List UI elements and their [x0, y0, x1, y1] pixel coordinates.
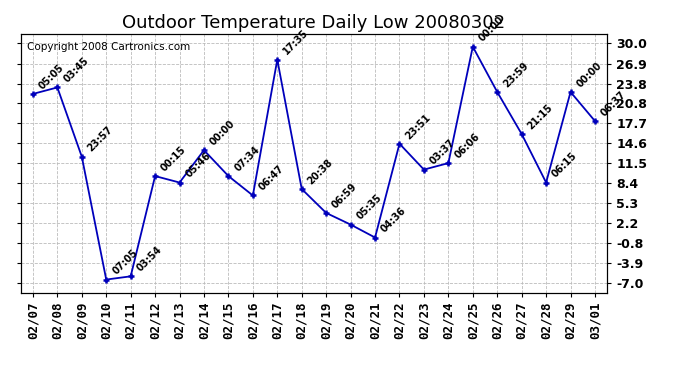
Text: 17:35: 17:35 [282, 28, 310, 57]
Text: 05:35: 05:35 [355, 193, 384, 222]
Text: 03:54: 03:54 [135, 244, 164, 273]
Text: 23:57: 23:57 [86, 125, 115, 154]
Text: 03:37: 03:37 [428, 138, 457, 167]
Text: 03:45: 03:45 [61, 56, 90, 85]
Text: 06:37: 06:37 [599, 89, 628, 118]
Text: 06:47: 06:47 [257, 164, 286, 193]
Text: 07:05: 07:05 [110, 248, 139, 277]
Text: 00:00: 00:00 [208, 118, 237, 147]
Text: 00:15: 00:15 [159, 144, 188, 173]
Title: Outdoor Temperature Daily Low 20080302: Outdoor Temperature Daily Low 20080302 [122, 14, 506, 32]
Text: 00:00: 00:00 [477, 15, 506, 44]
Text: 05:05: 05:05 [37, 62, 66, 91]
Text: 00:00: 00:00 [575, 60, 604, 89]
Text: 21:15: 21:15 [526, 102, 555, 131]
Text: 23:59: 23:59 [502, 60, 531, 89]
Text: 23:51: 23:51 [404, 112, 433, 141]
Text: Copyright 2008 Cartronics.com: Copyright 2008 Cartronics.com [26, 42, 190, 51]
Text: 20:38: 20:38 [306, 157, 335, 186]
Text: 06:15: 06:15 [550, 151, 580, 180]
Text: 04:36: 04:36 [380, 206, 408, 235]
Text: 07:34: 07:34 [233, 144, 262, 173]
Text: 05:46: 05:46 [184, 151, 213, 180]
Text: 06:06: 06:06 [453, 131, 482, 160]
Text: 06:59: 06:59 [331, 181, 359, 210]
